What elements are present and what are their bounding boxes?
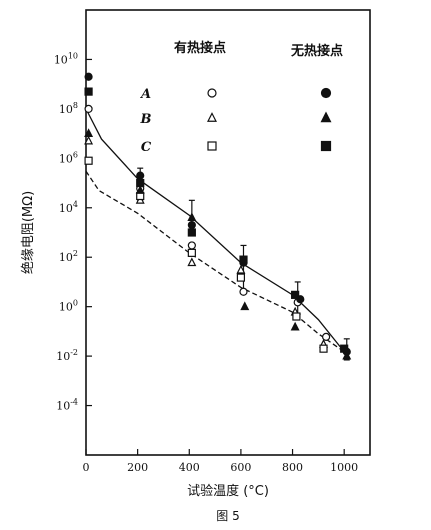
data-points xyxy=(84,72,352,360)
y-tick-label: 104 xyxy=(59,200,78,215)
point-C-with xyxy=(187,248,196,257)
plot-border xyxy=(85,9,371,456)
point-C-without xyxy=(187,228,196,237)
y-tick-label: 106 xyxy=(59,150,78,165)
figure-caption: 图 5 xyxy=(216,509,239,523)
y-tick-label: 10-4 xyxy=(56,398,78,413)
trend-line-with xyxy=(85,170,345,353)
trend-line-without xyxy=(85,108,345,353)
x-axis-ticks: 0 200 400 600 800 1000 xyxy=(83,449,358,474)
point-A-with xyxy=(239,287,248,296)
point-C-with xyxy=(236,273,246,282)
x-tick-label: 400 xyxy=(179,461,200,474)
x-axis-title: 试验温度 (°C) xyxy=(187,483,269,499)
legend-marker-with-B xyxy=(207,112,217,122)
point-B-with xyxy=(236,264,246,274)
legend-marker-without-A xyxy=(320,87,332,99)
point-C-with xyxy=(84,156,93,165)
point-C-without xyxy=(136,178,145,188)
point-B-without xyxy=(135,185,145,194)
legend-letter-A: A xyxy=(139,87,151,102)
legend-marker-with-C xyxy=(207,141,217,151)
legend-letter-B: B xyxy=(140,112,152,127)
point-C-without xyxy=(239,255,248,264)
point-B-without xyxy=(342,350,352,360)
y-axis-title: 绝缘电阻(MΩ) xyxy=(20,191,36,274)
y-tick-label: 10-2 xyxy=(56,348,78,363)
point-C-with xyxy=(319,344,328,353)
point-A-with xyxy=(322,332,331,341)
point-C-without xyxy=(84,87,93,96)
y-tick-label: 1010 xyxy=(54,51,78,66)
point-A-without xyxy=(84,72,93,81)
x-tick-label: 1000 xyxy=(330,461,358,474)
legend: 有热接点 无热接点 ABC xyxy=(139,40,343,155)
plot-frame xyxy=(85,9,371,456)
point-B-with xyxy=(84,135,94,145)
point-A-without xyxy=(187,220,196,230)
trend-lines xyxy=(85,108,345,353)
point-A-with xyxy=(187,241,196,250)
point-A-with xyxy=(84,104,93,113)
legend-letter-C: C xyxy=(141,140,152,155)
point-C-with xyxy=(292,312,301,321)
point-C-without xyxy=(291,290,300,299)
y-tick-label: 108 xyxy=(59,101,78,116)
point-B-without xyxy=(84,128,94,138)
point-B-without xyxy=(240,301,250,311)
point-A-without xyxy=(136,171,145,180)
legend-header-without: 无热接点 xyxy=(290,43,343,59)
legend-marker-without-C xyxy=(320,140,332,152)
y-tick-label: 102 xyxy=(59,249,78,264)
y-axis-ticks: 1010 108 106 104 102 100 10-2 10-4 xyxy=(54,51,92,413)
point-C-without xyxy=(340,344,349,353)
legend-marker-without-B xyxy=(320,111,332,123)
x-tick-label: 800 xyxy=(282,461,303,474)
point-B-without xyxy=(187,212,197,222)
legend-marker-with-A xyxy=(207,88,217,98)
y-tick-label: 100 xyxy=(59,299,78,314)
point-B-without xyxy=(290,321,300,331)
x-tick-label: 0 xyxy=(83,461,90,474)
point-B-with xyxy=(187,257,197,267)
x-tick-label: 200 xyxy=(127,461,148,474)
x-tick-label: 600 xyxy=(230,461,251,474)
legend-header-with: 有热接点 xyxy=(174,40,226,56)
